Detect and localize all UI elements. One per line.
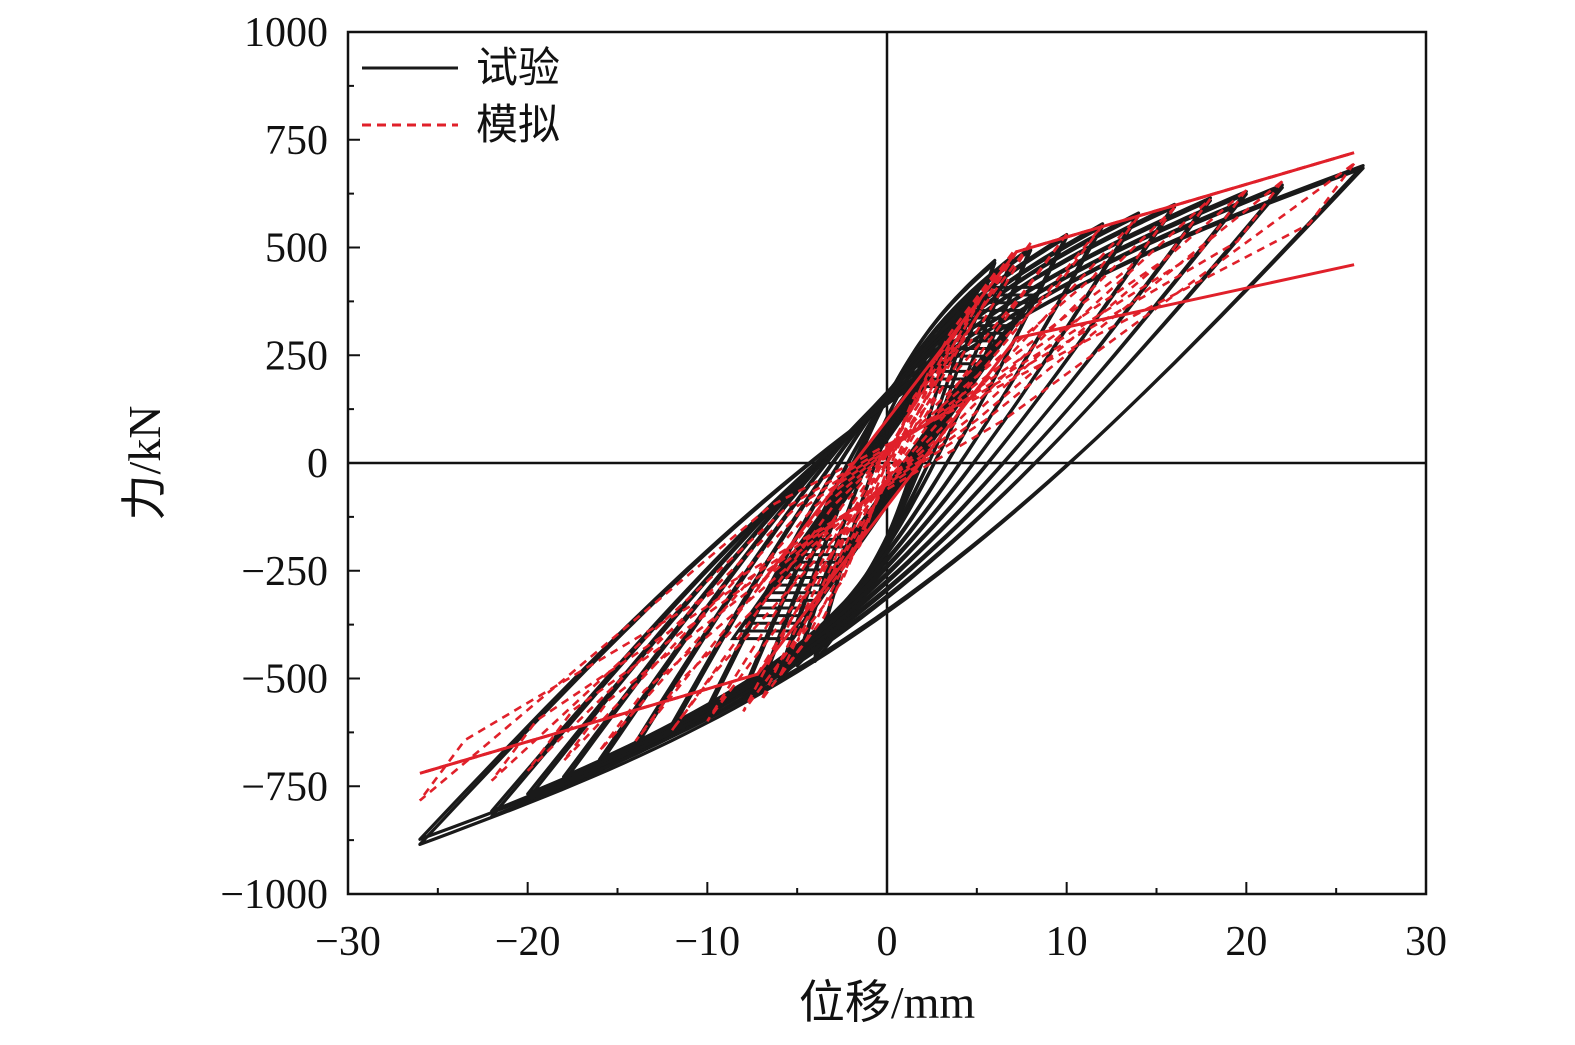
legend-label-sim: 模拟 bbox=[476, 103, 560, 149]
x-tick-label: −30 bbox=[315, 919, 381, 965]
sim-loop bbox=[634, 215, 1140, 742]
sim-upper-branch bbox=[756, 151, 1355, 589]
legend: 试验 模拟 bbox=[362, 45, 560, 149]
x-tick-label: −10 bbox=[674, 919, 740, 965]
y-tick-labels: −1000 −750 −500 −250 0 250 500 750 1000 bbox=[220, 10, 328, 918]
sim-loop bbox=[778, 272, 996, 678]
y-tick-label: 250 bbox=[265, 333, 328, 379]
sim-loop bbox=[526, 189, 1248, 772]
x-tick-label: 20 bbox=[1225, 919, 1267, 965]
sim-loop bbox=[418, 162, 1356, 802]
y-tick-label: 500 bbox=[265, 226, 328, 272]
sim-loop bbox=[760, 251, 1014, 702]
y-tick-label: 0 bbox=[307, 441, 328, 487]
x-tick-label: 10 bbox=[1046, 919, 1088, 965]
y-tick-label: −250 bbox=[241, 549, 328, 595]
legend-label-test: 试验 bbox=[476, 45, 560, 92]
sim-loop bbox=[598, 206, 1176, 752]
sim-loop bbox=[670, 224, 1104, 732]
plot-area bbox=[418, 151, 1365, 846]
y-tick-label: −750 bbox=[241, 764, 328, 810]
x-tick-labels: −30 −20 −10 0 10 20 30 bbox=[315, 919, 1447, 965]
x-tick-label: 0 bbox=[877, 919, 898, 965]
y-tick-label: −500 bbox=[241, 657, 328, 703]
x-tick-label: −20 bbox=[495, 919, 561, 965]
y-axis-title: 力/kN bbox=[119, 406, 170, 521]
y-tick-label: −1000 bbox=[220, 872, 328, 918]
y-tick-label: 750 bbox=[265, 118, 328, 164]
x-axis-title: 位移/mm bbox=[799, 977, 976, 1028]
sim-skeleton-positive bbox=[885, 151, 1355, 464]
tick-marks bbox=[347, 31, 1427, 895]
x-tick-label: 30 bbox=[1405, 919, 1447, 965]
sim-skeleton-negative bbox=[419, 462, 889, 775]
test-loop bbox=[562, 198, 1212, 779]
sim-loop bbox=[490, 180, 1284, 782]
sim-loop bbox=[742, 242, 1032, 713]
test-loop bbox=[418, 164, 1365, 846]
test-loop bbox=[418, 166, 1365, 841]
y-tick-label: 1000 bbox=[244, 10, 328, 56]
